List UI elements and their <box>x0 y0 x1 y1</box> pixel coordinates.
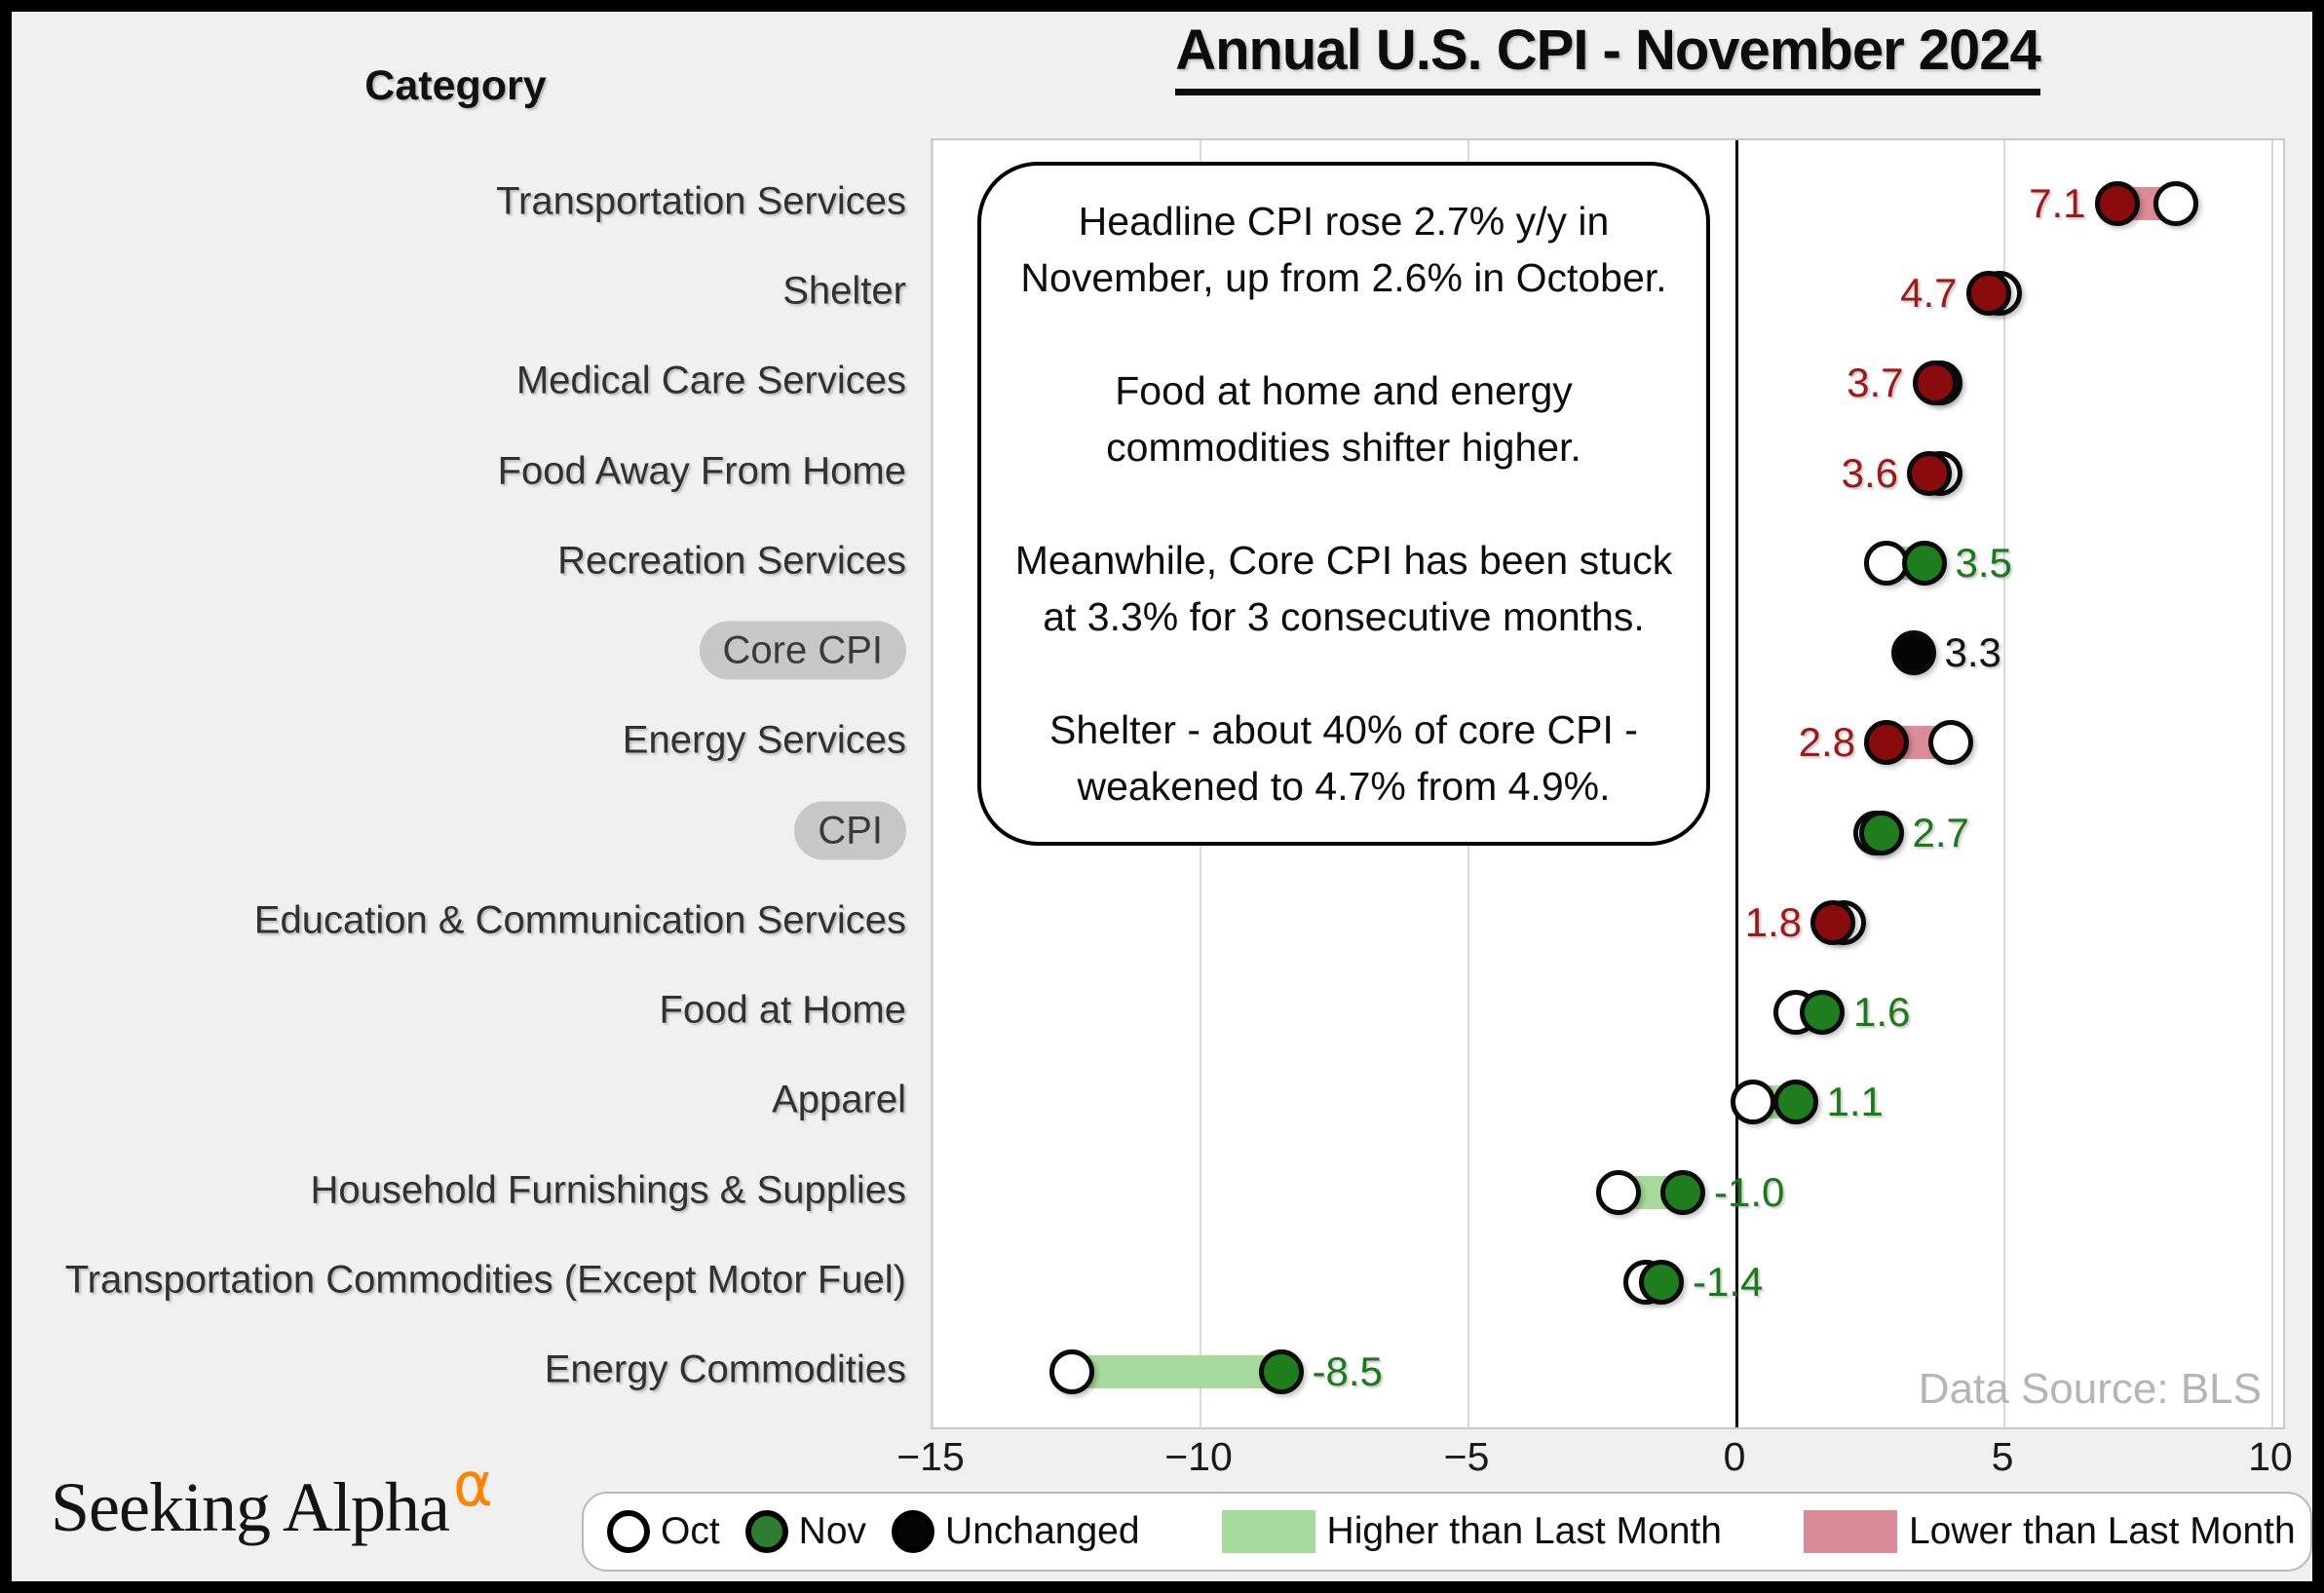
unchanged-dot <box>1890 630 1936 676</box>
legend-label: Lower than Last Month <box>1908 1510 2296 1552</box>
value-label: 2.7 <box>1912 809 1969 855</box>
nov-dot <box>1901 540 1947 586</box>
category-label: Transportation Commodities (Except Motor… <box>64 1258 906 1302</box>
legend-item: Higher than Last Month <box>1221 1510 1722 1553</box>
category-label: Core CPI <box>699 621 906 680</box>
value-label: 3.6 <box>1841 449 1898 496</box>
annotation-paragraph: Headline CPI rose 2.7% y/y in November, … <box>1020 199 1667 301</box>
value-label: 1.6 <box>1853 989 1911 1036</box>
nov-dot <box>1258 1348 1304 1394</box>
legend-label: Oct <box>661 1510 720 1552</box>
category-label: Energy Services <box>622 718 906 762</box>
category-label: Food at Home <box>659 988 906 1032</box>
oct-dot <box>1596 1169 1641 1215</box>
category-label: Household Furnishings & Supplies <box>310 1168 906 1212</box>
data-source-note: Data Source: BLS <box>1918 1365 2262 1413</box>
annotation-paragraph: Meanwhile, Core CPI has been stuck at 3.… <box>1014 537 1673 639</box>
value-label: 4.7 <box>1900 270 1958 317</box>
value-label: 2.8 <box>1798 719 1855 766</box>
nov-dot <box>1912 360 1958 406</box>
x-tick-label: 0 <box>1723 1434 1746 1479</box>
x-tick-label: −10 <box>1164 1434 1233 1479</box>
legend-circle-icon <box>892 1510 935 1553</box>
value-label: -8.5 <box>1312 1347 1383 1394</box>
legend-circle-icon <box>607 1510 650 1553</box>
legend-label: Higher than Last Month <box>1326 1510 1722 1552</box>
value-label: 7.1 <box>2029 180 2086 226</box>
legend-circle-icon <box>744 1510 788 1553</box>
oct-dot <box>1864 540 1909 586</box>
gridline <box>2003 140 2005 1427</box>
value-label: -1.0 <box>1714 1168 1785 1215</box>
x-tick-label: −5 <box>1443 1434 1490 1479</box>
value-label: 3.5 <box>1955 539 2012 586</box>
page-title-text: Annual U.S. CPI - November 2024 <box>1175 18 2041 95</box>
category-pill: CPI <box>794 801 906 860</box>
annotation-box: Headline CPI rose 2.7% y/y in November, … <box>977 162 1710 846</box>
x-tick-label: 10 <box>2248 1434 2293 1479</box>
category-label: Apparel <box>772 1078 906 1121</box>
page-title: Annual U.S. CPI - November 2024 <box>931 18 2285 95</box>
alpha-icon: α <box>452 1449 493 1520</box>
zero-axis-line <box>1735 140 1738 1427</box>
category-labels: Transportation Services Shelter Medical Ca… <box>0 138 911 1429</box>
category-label: Energy Commodities <box>544 1347 906 1391</box>
nov-dot <box>1772 1080 1818 1125</box>
category-label: Medical Care Services <box>515 359 906 402</box>
seeking-alpha-logo: Seeking Alphaα <box>51 1449 493 1548</box>
value-label: 1.1 <box>1826 1079 1884 1125</box>
category-label: Education & Communication Services <box>253 898 906 942</box>
legend-item: Oct <box>607 1510 720 1553</box>
nov-dot <box>1864 720 1909 766</box>
value-label: 3.7 <box>1847 360 1904 406</box>
legend-item: Nov <box>744 1510 867 1553</box>
nov-dot <box>1907 450 1952 496</box>
legend-item: Unchanged <box>892 1510 1140 1553</box>
value-label: 1.8 <box>1744 898 1802 945</box>
nov-dot <box>1800 990 1845 1036</box>
gridline <box>2271 140 2273 1427</box>
oct-dot <box>1730 1080 1775 1125</box>
category-label: Shelter <box>782 269 906 313</box>
annotation-paragraph: Shelter - about 40% of core CPI - weaken… <box>1049 706 1638 809</box>
nov-dot <box>1965 271 2011 317</box>
legend-swatch-icon <box>1803 1510 1897 1553</box>
category-column-header: Category <box>364 62 547 109</box>
legend-label: Unchanged <box>945 1510 1140 1552</box>
legend-swatch-icon <box>1221 1510 1315 1553</box>
legend: Oct Nov Unchanged Higher than Last Month Low… <box>582 1492 2312 1572</box>
category-label: Food Away From Home <box>497 449 906 493</box>
category-label: Recreation Services <box>557 539 906 583</box>
higher-band <box>1072 1354 1281 1388</box>
annotation-paragraph: Food at home and energy commodities shif… <box>1106 367 1581 471</box>
category-pill: Core CPI <box>699 621 906 680</box>
logo-text: Seeking Alpha <box>51 1468 450 1546</box>
nov-dot <box>1858 810 1904 855</box>
legend-item: Lower than Last Month <box>1803 1510 2296 1553</box>
nov-dot <box>1660 1169 1705 1215</box>
oct-dot <box>1049 1348 1094 1394</box>
x-tick-label: −15 <box>896 1434 965 1479</box>
value-label: -1.4 <box>1693 1258 1764 1305</box>
category-label: CPI <box>794 801 906 860</box>
nov-dot <box>1810 899 1855 945</box>
nov-dot <box>2094 181 2140 226</box>
category-label: Transportation Services <box>496 179 906 223</box>
oct-dot <box>1928 720 1973 766</box>
oct-dot <box>2153 181 2198 226</box>
nov-dot <box>1639 1259 1684 1305</box>
legend-label: Nov <box>798 1510 867 1552</box>
x-tick-label: 5 <box>1991 1434 2014 1479</box>
value-label: 3.3 <box>1944 629 2001 676</box>
x-axis-tick-labels: −15 −10 −5 0 5 10 <box>0 1434 2324 1483</box>
gridline <box>932 140 933 1427</box>
